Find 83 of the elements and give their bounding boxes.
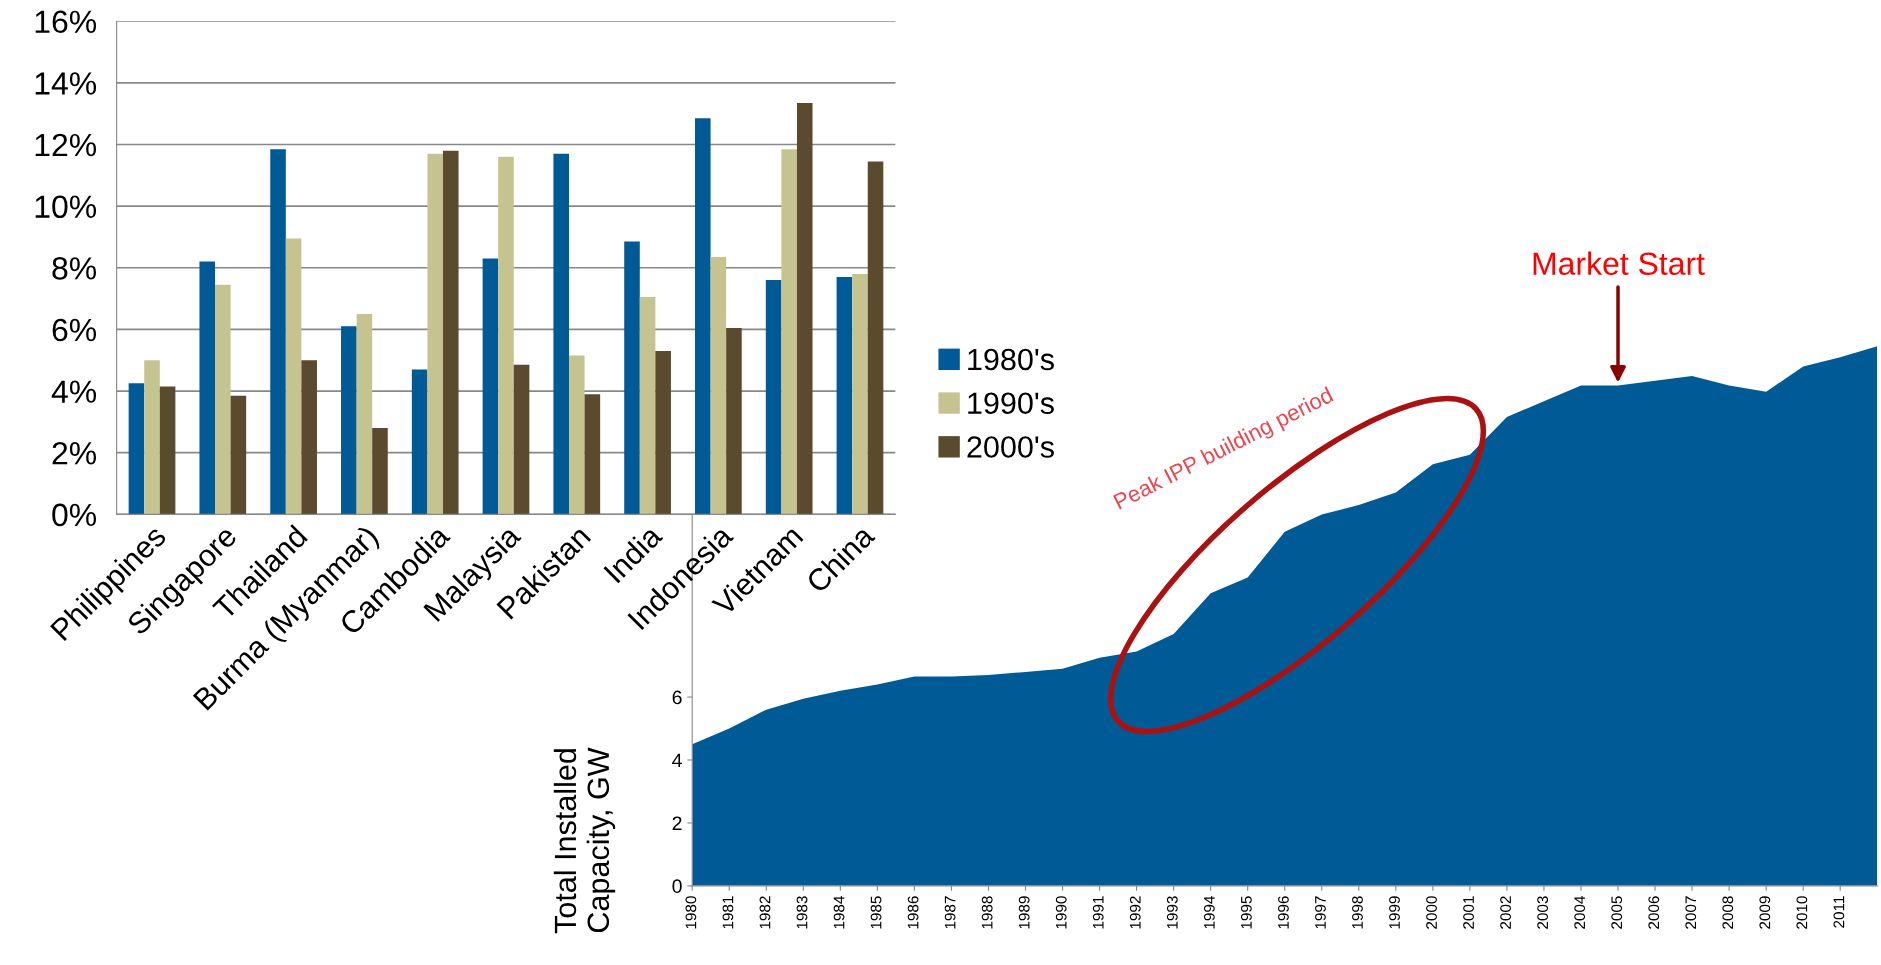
- x-tick-label: 1992: [1129, 896, 1141, 929]
- bar: [301, 360, 317, 515]
- x-tick-label: 2003: [1537, 896, 1549, 929]
- bar: [781, 149, 797, 515]
- x-tick-label: 2009: [1759, 896, 1771, 929]
- bar: [796, 102, 813, 515]
- bar: [584, 394, 601, 515]
- bar: [230, 395, 247, 515]
- x-tick-label: 2010: [1796, 896, 1808, 929]
- y-tick-label: 8%: [52, 257, 97, 280]
- bar: [356, 314, 373, 515]
- y-tick-label: 2%: [52, 441, 97, 465]
- bar: [513, 364, 530, 515]
- bar: [159, 386, 176, 515]
- y-tick-label: 16%: [35, 10, 97, 34]
- x-tick-label: 1996: [1278, 896, 1289, 929]
- bar: [639, 297, 656, 515]
- x-tick-label: 2006: [1648, 896, 1660, 929]
- x-tick-label: 1999: [1389, 896, 1400, 929]
- y-tick-label: 0%: [52, 503, 97, 527]
- bar: [199, 261, 216, 515]
- y-tick-label: 14%: [35, 72, 97, 95]
- bar: [128, 383, 145, 515]
- x-tick-label: 1983: [796, 896, 808, 929]
- x-tick-label: 1993: [1166, 896, 1178, 929]
- y-tick-label: 10%: [35, 195, 97, 219]
- y-tick-label: 6%: [52, 318, 97, 342]
- x-tick-label: 1994: [1203, 896, 1215, 929]
- bar: [765, 280, 782, 515]
- legend-label: 1990's: [968, 392, 1054, 415]
- y-tick-label: 12%: [35, 133, 97, 157]
- y-tick-label: 0: [672, 879, 682, 894]
- bar: [372, 428, 388, 515]
- x-tick-label: 1982: [759, 896, 771, 929]
- bar: [270, 149, 286, 515]
- x-tick-label: 2007: [1685, 896, 1697, 929]
- bar: [498, 156, 514, 515]
- x-tick-label: 2001: [1463, 896, 1474, 929]
- bar: [695, 118, 711, 515]
- x-tick-label: 1987: [944, 896, 956, 929]
- bar: [624, 241, 640, 515]
- bar: [427, 153, 443, 515]
- bar: [215, 284, 231, 515]
- x-tick-label: 1985: [870, 896, 882, 929]
- y-axis-title: Total Installed Capacity, GW: [553, 747, 616, 934]
- x-tick-label: 1991: [1092, 896, 1104, 929]
- bar: [411, 369, 428, 515]
- x-tick-label: 1986: [907, 896, 919, 929]
- x-tick-label: 2002: [1500, 896, 1512, 929]
- x-tick-label: 1989: [1018, 896, 1030, 929]
- legend-label: 2000's: [967, 436, 1054, 458]
- x-tick-label: 1981: [722, 896, 734, 929]
- bar: [710, 257, 727, 515]
- y-tick-label: 4%: [51, 380, 97, 403]
- bar: [553, 153, 569, 515]
- y-tick-label: 4: [672, 753, 682, 768]
- x-tick-label: 1997: [1315, 896, 1326, 929]
- x-tick-label: 2000: [1426, 896, 1437, 929]
- bar: [836, 277, 853, 515]
- x-tick-label: 1990: [1055, 896, 1067, 929]
- annotation: Market Start: [1533, 251, 1705, 276]
- x-tick-label: 1998: [1352, 896, 1363, 929]
- bar: [144, 360, 160, 515]
- x-tick-label: 1984: [833, 896, 845, 929]
- bar: [655, 351, 671, 515]
- bar: [852, 273, 868, 515]
- y-tick-label: 2: [672, 816, 682, 830]
- bar: [482, 258, 499, 515]
- x-tick-label: 1980: [685, 896, 697, 929]
- x-tick-label: 2004: [1574, 896, 1586, 929]
- x-tick-label: 2011: [1833, 896, 1845, 928]
- x-tick-label: 2005: [1611, 896, 1623, 929]
- x-tick-label: 1995: [1240, 896, 1252, 929]
- x-tick-label: 2008: [1722, 896, 1734, 929]
- legend-label: 1980's: [968, 348, 1054, 371]
- bar: [726, 327, 742, 515]
- bar: [341, 326, 357, 515]
- x-tick-label: 1988: [981, 896, 993, 929]
- bar: [285, 238, 302, 515]
- bar: [442, 150, 459, 515]
- bar: [867, 161, 884, 515]
- bar: [569, 355, 585, 515]
- y-tick-label: 6: [672, 690, 682, 705]
